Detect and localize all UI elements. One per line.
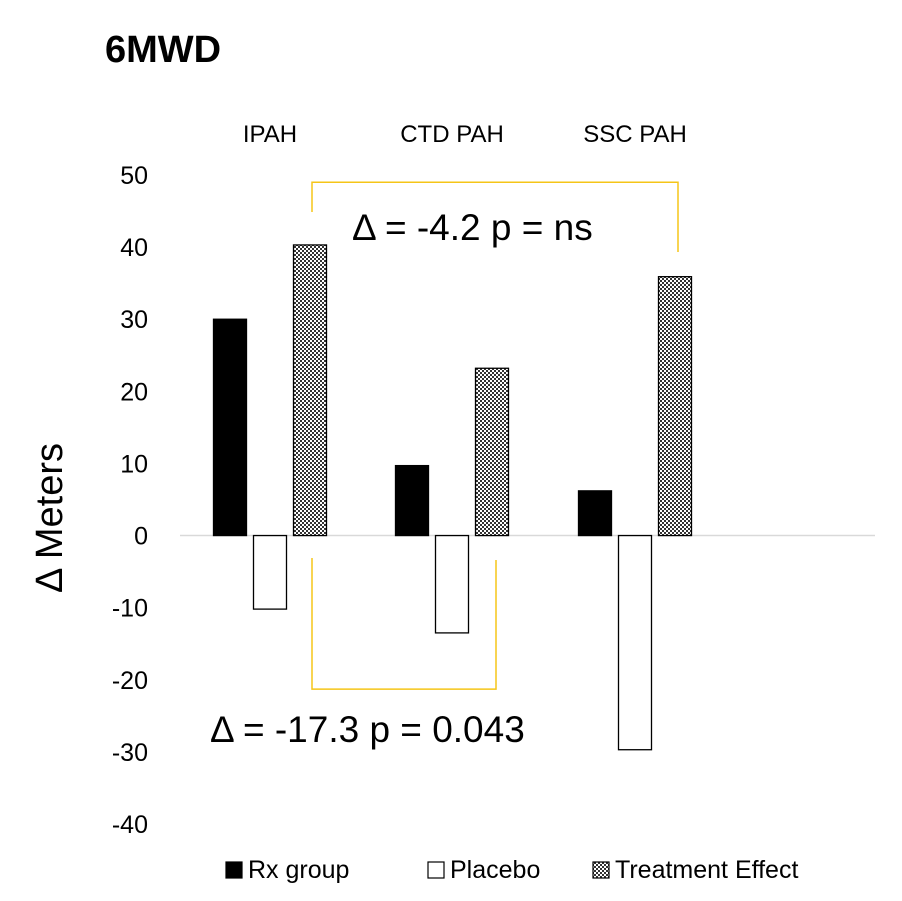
bars (212, 244, 693, 751)
bar (657, 276, 693, 537)
y-tick-label: 30 (120, 306, 148, 334)
legend-swatch (225, 861, 243, 879)
chart-title: 6MWD (105, 29, 221, 71)
legend-swatch (427, 861, 445, 879)
y-tick-label: 40 (120, 234, 148, 262)
y-axis-label: Δ Meters (29, 443, 71, 593)
bracket-top (311, 181, 679, 252)
bar (252, 534, 288, 610)
legend-label: Placebo (450, 856, 540, 884)
category-label: SSC PAH (583, 121, 687, 148)
legend-label: Treatment Effect (615, 856, 798, 884)
y-tick-label: -20 (112, 667, 148, 695)
y-tick-label: 10 (120, 450, 148, 478)
y-tick-label: 50 (120, 162, 148, 190)
bar (292, 244, 328, 537)
y-tick-label: -30 (112, 739, 148, 767)
bar (394, 464, 430, 537)
annotation-bottom: Δ = -17.3 p = 0.043 (210, 709, 525, 750)
annotation-top: Δ = -4.2 p = ns (352, 207, 593, 248)
legend-label: Rx group (248, 856, 349, 884)
annotations: Δ = -4.2 p = ns Δ = -17.3 p = 0.043 (210, 181, 679, 750)
bar (212, 318, 248, 537)
bracket-bottom (311, 558, 497, 690)
category-label: IPAH (243, 121, 297, 148)
y-tick-label: 20 (120, 378, 148, 406)
y-tick-label: -40 (112, 811, 148, 839)
legend: Rx group Placebo Treatment Effect (225, 856, 798, 884)
bar (474, 367, 510, 537)
category-labels: IPAH CTD PAH SSC PAH (243, 121, 687, 148)
bar (577, 490, 613, 537)
y-axis-ticks: 50 40 30 20 10 0 -10 -20 -30 -40 (112, 162, 148, 839)
category-label: CTD PAH (400, 121, 504, 148)
y-tick-label: 0 (134, 523, 148, 551)
y-tick-label: -10 (112, 595, 148, 623)
bar (434, 534, 470, 634)
legend-swatch (592, 861, 610, 879)
bar (617, 534, 653, 751)
